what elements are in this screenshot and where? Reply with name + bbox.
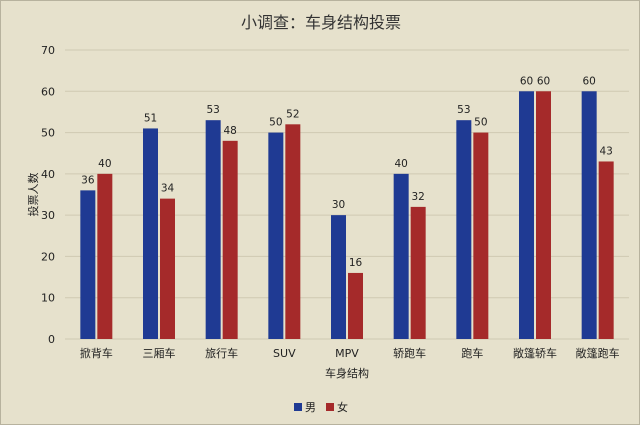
y-axis-title: 投票人数 [26,173,40,217]
chart-title: 小调查：车身结构投票 [240,13,401,32]
legend-swatch-female [326,403,334,411]
y-tick-label: 50 [41,127,55,140]
bar-female [410,206,426,339]
x-tick-label: SUV [273,347,296,360]
legend-item-male: 男 [294,399,316,415]
x-tick-label: 跑车 [461,346,483,360]
bar-male [331,215,346,339]
legend-item-female: 女 [326,399,348,415]
legend-label-male: 男 [305,401,316,414]
data-label: 40 [394,158,407,170]
data-label: 36 [81,174,95,186]
data-label: 60 [582,75,595,87]
data-label: 30 [332,199,345,211]
data-label: 16 [349,257,363,269]
y-tick-label: 0 [48,333,55,346]
bar-female [473,132,489,339]
x-axis-title: 车身结构 [325,366,369,380]
bar-male [143,128,158,339]
data-label: 53 [457,104,470,116]
data-label: 34 [161,183,175,195]
bar-female [285,124,301,339]
bar-male [205,120,221,339]
bar-male [80,190,96,339]
legend-swatch-male [294,403,302,411]
y-tick-label: 40 [41,168,55,181]
data-label: 60 [520,75,533,87]
bar-male [393,173,409,339]
bar-female [348,272,363,339]
data-label: 50 [269,117,282,129]
data-label: 50 [474,117,487,129]
y-tick-label: 20 [41,250,55,263]
x-tick-label: 敞篷轿车 [513,346,557,360]
data-label: 53 [206,104,219,116]
data-label: 52 [286,108,299,120]
bar-male [456,120,472,339]
x-tick-label: 掀背车 [80,346,113,360]
x-tick-label: 敞篷跑车 [576,346,620,360]
bar-female [222,140,238,339]
data-label: 60 [537,75,550,87]
x-tick-label: 三厢车 [143,346,176,360]
x-tick-label: 旅行车 [205,346,238,360]
legend: 男 女 [1,399,640,415]
data-label: 43 [599,145,612,157]
y-tick-label: 10 [41,292,55,305]
bar-female [160,198,175,339]
data-label: 40 [98,158,111,170]
x-tick-label: MPV [335,347,359,360]
x-tick-label: 轿跑车 [393,346,426,360]
bar-female [97,173,113,339]
data-label: 51 [144,112,157,124]
data-label: 32 [411,191,424,203]
bar-female [598,161,614,339]
y-tick-label: 70 [41,44,55,57]
bar-male [519,91,534,340]
y-tick-label: 60 [41,85,55,98]
bar-female [536,91,551,340]
bar-male [268,132,284,339]
legend-label-female: 女 [337,401,348,414]
bar-male [581,91,597,340]
data-label: 48 [223,125,236,137]
y-tick-label: 30 [41,209,55,222]
